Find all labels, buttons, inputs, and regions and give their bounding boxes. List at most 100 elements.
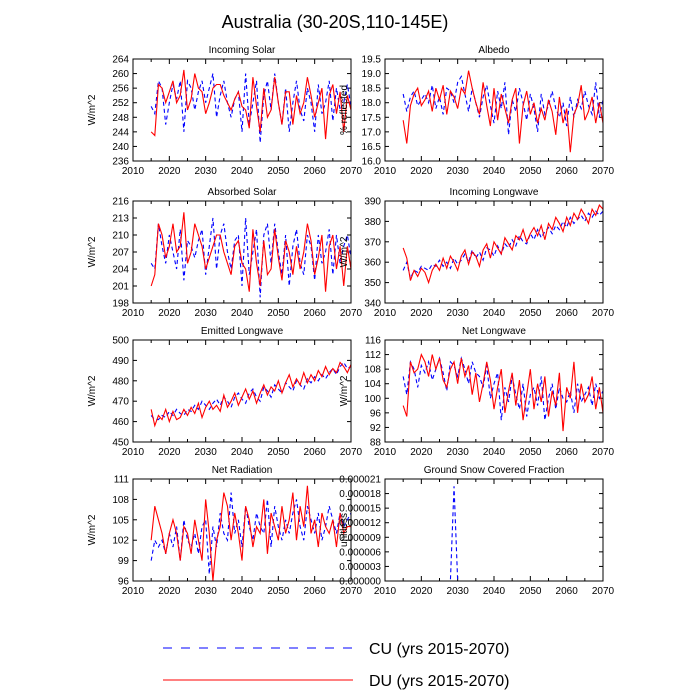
series-line-du — [150, 485, 351, 581]
panel-albedo: Albedo 16.0 16.5 17.0 17.5 18.0 18.5 19.0 19.5 20… — [339, 45, 615, 177]
x-tick-label: 2070 — [592, 447, 615, 458]
x-tick-label: 2050 — [519, 308, 542, 319]
y-tick-label: 0.000009 — [339, 533, 381, 544]
x-tick-label: 2030 — [195, 308, 218, 319]
x-tick-label: 2010 — [122, 166, 145, 177]
y-tick-label: 108 — [112, 495, 129, 506]
x-tick-label: 2020 — [158, 308, 181, 319]
x-tick-label: 2070 — [340, 308, 363, 319]
y-tick-label: 244 — [112, 127, 129, 138]
y-tick-label: 0.000000 — [339, 577, 381, 588]
series-line-cu — [150, 361, 351, 421]
y-tick-label: 213 — [112, 214, 129, 225]
x-tick-label: 2070 — [592, 308, 615, 319]
x-tick-label: 2030 — [447, 308, 470, 319]
series-line-cu — [402, 75, 603, 135]
y-tick-label: 207 — [112, 248, 129, 259]
x-tick-label: 2050 — [267, 447, 290, 458]
x-tick-label: 2040 — [231, 447, 254, 458]
y-tick-label: 210 — [112, 231, 129, 242]
panel-title: Absorbed Solar — [208, 187, 278, 198]
y-tick-label: 0.000012 — [339, 518, 381, 529]
y-axis-label: W/m^2 — [339, 236, 350, 267]
x-tick-label: 2070 — [592, 586, 615, 597]
y-tick-label: 390 — [364, 197, 381, 208]
y-tick-label: 19.5 — [362, 55, 382, 66]
y-tick-label: 17.0 — [362, 127, 382, 138]
y-tick-label: 201 — [112, 282, 129, 293]
x-tick-label: 2040 — [483, 166, 506, 177]
x-tick-label: 2010 — [374, 308, 397, 319]
plot-frame — [132, 478, 352, 582]
panels: Incoming Solar 236 240 244 248 252 256 260 264 20… — [87, 45, 615, 597]
y-tick-label: 100 — [364, 394, 381, 405]
y-tick-label: 460 — [112, 417, 129, 428]
x-tick-label: 2050 — [519, 166, 542, 177]
y-tick-label: 108 — [364, 365, 381, 376]
x-tick-label: 2010 — [374, 166, 397, 177]
x-tick-label: 2010 — [122, 447, 145, 458]
plot-frame — [132, 339, 352, 443]
y-tick-label: 0.000018 — [339, 489, 381, 500]
x-tick-label: 2060 — [304, 308, 327, 319]
series-line-cu — [150, 492, 351, 575]
series-line-du — [150, 212, 351, 292]
x-tick-label: 2020 — [158, 447, 181, 458]
figure-title: Australia (30-20S,110-145E) — [222, 12, 449, 32]
panel-ground-snow-covered-fraction: Ground Snow Covered Fraction 0.000000 0.00… — [339, 465, 615, 597]
panel-title: Emitted Longwave — [201, 326, 284, 337]
plot-frame — [132, 200, 352, 304]
y-tick-label: 0.000021 — [339, 475, 381, 486]
y-tick-label: 260 — [112, 69, 129, 80]
y-tick-label: 104 — [364, 379, 381, 390]
panel-title: Net Longwave — [462, 326, 526, 337]
x-tick-label: 2010 — [122, 308, 145, 319]
y-tick-label: 470 — [112, 397, 129, 408]
x-tick-label: 2070 — [592, 166, 615, 177]
panel-incoming-solar: Incoming Solar 236 240 244 248 252 256 260 264 20… — [87, 45, 363, 177]
x-tick-label: 2020 — [410, 586, 433, 597]
x-tick-label: 2060 — [304, 166, 327, 177]
series-line-du — [150, 361, 351, 428]
x-tick-label: 2020 — [410, 447, 433, 458]
y-tick-label: 256 — [112, 84, 129, 95]
y-tick-label: 0.000006 — [339, 547, 381, 558]
y-tick-label: 264 — [112, 55, 129, 66]
panel-net-longwave: Net Longwave 88 92 96 100 104 108 112 116 2010 202… — [339, 326, 615, 458]
y-tick-label: 18.0 — [362, 98, 382, 109]
x-tick-label: 2030 — [195, 586, 218, 597]
series-line-cu — [150, 217, 351, 298]
series-line-cu — [150, 73, 351, 143]
x-tick-label: 2040 — [231, 166, 254, 177]
y-tick-label: 16.5 — [362, 142, 382, 153]
series-line-du — [402, 70, 603, 153]
x-tick-label: 2050 — [267, 166, 290, 177]
x-tick-label: 2020 — [158, 586, 181, 597]
x-tick-label: 2040 — [483, 447, 506, 458]
x-tick-label: 2030 — [447, 586, 470, 597]
panel-title: Net Radiation — [212, 465, 273, 476]
x-tick-label: 2040 — [483, 308, 506, 319]
legend-du-label: DU (yrs 2015-2070) — [369, 673, 510, 690]
y-tick-label: 92 — [370, 423, 382, 434]
panel-title: Ground Snow Covered Fraction — [424, 465, 565, 476]
y-tick-label: 198 — [112, 299, 129, 310]
x-tick-label: 2070 — [340, 447, 363, 458]
y-axis-label: W/m^2 — [87, 236, 98, 267]
y-tick-label: 204 — [112, 265, 129, 276]
x-tick-label: 2020 — [410, 166, 433, 177]
y-tick-label: 500 — [112, 336, 129, 347]
y-tick-label: 252 — [112, 98, 129, 109]
x-tick-label: 2030 — [195, 447, 218, 458]
y-tick-label: 248 — [112, 113, 129, 124]
y-axis-label: W/m^2 — [87, 94, 98, 125]
series-line-du — [402, 204, 603, 285]
x-tick-label: 2050 — [267, 308, 290, 319]
y-tick-label: 16.0 — [362, 157, 382, 168]
x-tick-label: 2050 — [519, 447, 542, 458]
panel-title: Incoming Longwave — [450, 187, 539, 198]
y-tick-label: 236 — [112, 157, 129, 168]
y-axis-label: W/m^2 — [87, 514, 98, 545]
x-tick-label: 2020 — [158, 166, 181, 177]
